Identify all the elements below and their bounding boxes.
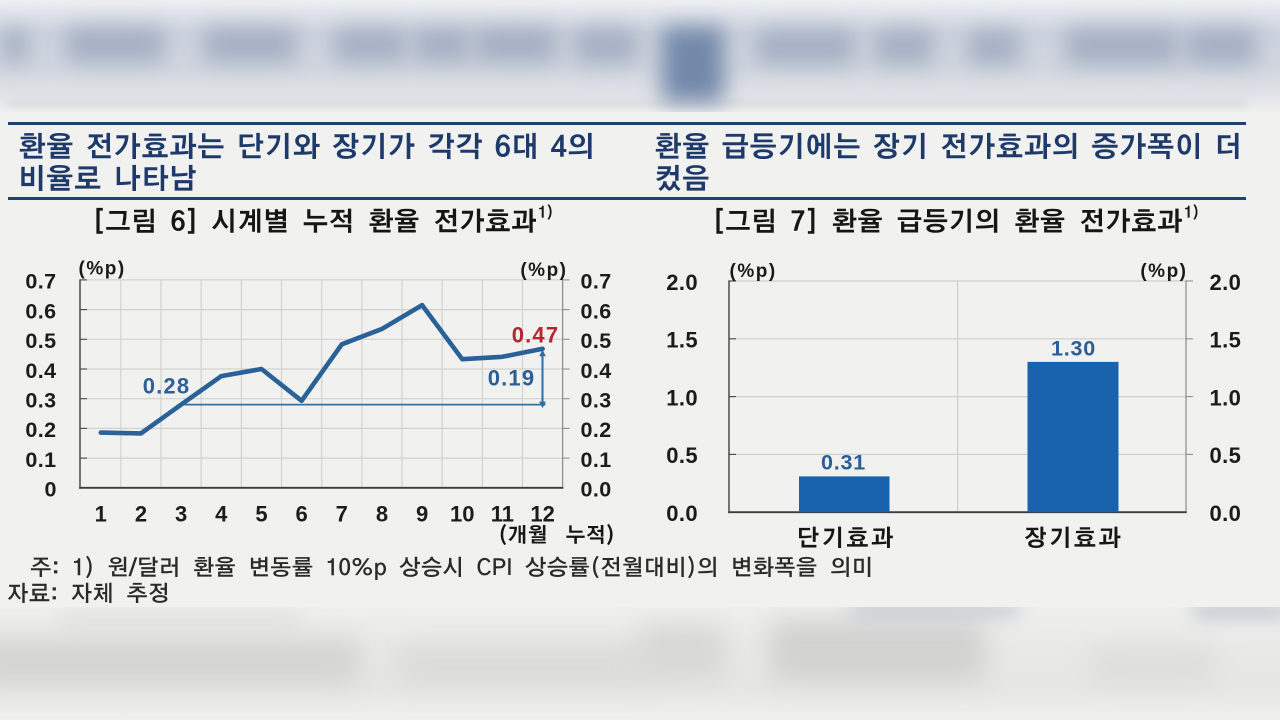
svg-text:10: 10 [450, 502, 474, 527]
svg-text:7: 7 [336, 502, 348, 527]
svg-text:8: 8 [376, 502, 388, 527]
svg-text:0.4: 0.4 [581, 359, 612, 383]
svg-text:0.6: 0.6 [25, 299, 56, 323]
svg-text:1.5: 1.5 [666, 328, 698, 353]
svg-text:0.5: 0.5 [25, 329, 56, 353]
svg-text:1.0: 1.0 [1210, 385, 1242, 410]
svg-text:4: 4 [215, 502, 228, 527]
svg-text:0.6: 0.6 [581, 299, 612, 323]
svg-text:11: 11 [491, 502, 514, 527]
svg-text:3: 3 [175, 502, 187, 527]
svg-text:0.0: 0.0 [1210, 501, 1242, 526]
svg-text:0.28: 0.28 [143, 374, 191, 399]
svg-text:0.3: 0.3 [581, 389, 612, 413]
svg-text:0.5: 0.5 [666, 443, 698, 468]
svg-text:1: 1 [95, 502, 107, 527]
svg-text:0.5: 0.5 [581, 329, 612, 353]
svg-text:9: 9 [416, 502, 428, 527]
svg-text:0.4: 0.4 [25, 359, 56, 383]
svg-text:0.3: 0.3 [25, 389, 56, 413]
svg-text:0.2: 0.2 [25, 418, 56, 442]
svg-text:0.47: 0.47 [512, 323, 560, 348]
svg-text:6: 6 [295, 502, 307, 527]
svg-text:0.5: 0.5 [1210, 443, 1242, 468]
svg-text:0.0: 0.0 [581, 478, 612, 502]
svg-text:0.1: 0.1 [581, 448, 612, 472]
svg-text:2: 2 [135, 502, 147, 527]
svg-text:(%p): (%p) [1140, 261, 1187, 282]
svg-text:0.1: 0.1 [25, 448, 56, 472]
svg-text:0.7: 0.7 [581, 270, 612, 294]
svg-text:(%p): (%p) [730, 261, 777, 282]
svg-text:0: 0 [45, 478, 57, 502]
svg-text:1.30: 1.30 [1051, 337, 1096, 361]
svg-text:(%p): (%p) [79, 259, 126, 280]
svg-text:1.0: 1.0 [666, 385, 698, 410]
svg-text:2.0: 2.0 [1210, 270, 1242, 295]
svg-text:0.31: 0.31 [821, 451, 866, 475]
svg-text:0.2: 0.2 [581, 418, 612, 442]
svg-text:0.19: 0.19 [488, 366, 536, 391]
svg-text:0.0: 0.0 [666, 501, 698, 526]
svg-text:0.7: 0.7 [25, 270, 56, 294]
svg-text:5: 5 [255, 502, 267, 527]
svg-text:(%p): (%p) [520, 260, 567, 281]
svg-text:2.0: 2.0 [666, 270, 698, 295]
svg-text:12: 12 [530, 502, 554, 527]
svg-text:1.5: 1.5 [1210, 328, 1242, 353]
